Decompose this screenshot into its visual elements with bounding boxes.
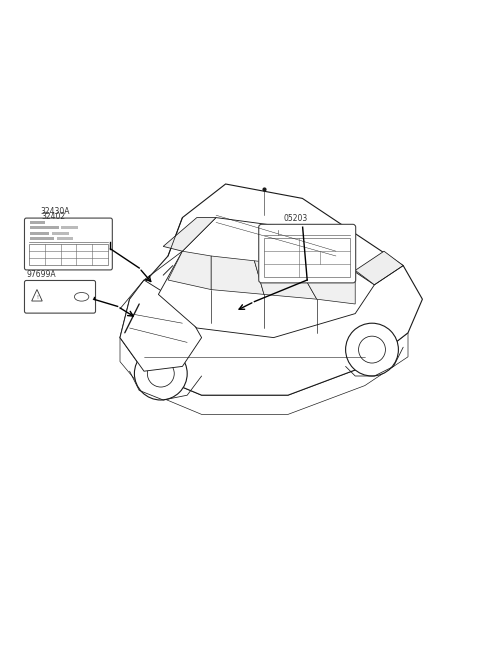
Text: !: ! — [36, 295, 38, 300]
Bar — [264, 238, 350, 277]
Polygon shape — [298, 266, 355, 304]
Bar — [30, 226, 59, 230]
FancyBboxPatch shape — [24, 281, 96, 313]
Text: 05203: 05203 — [283, 215, 308, 223]
Polygon shape — [158, 218, 374, 338]
Polygon shape — [254, 261, 317, 299]
Text: 32430A: 32430A — [41, 207, 70, 216]
Circle shape — [346, 323, 398, 376]
Circle shape — [134, 347, 187, 400]
Bar — [52, 232, 69, 235]
Polygon shape — [120, 184, 422, 395]
Bar — [30, 221, 45, 224]
Polygon shape — [355, 251, 403, 285]
Polygon shape — [211, 256, 264, 295]
Polygon shape — [120, 280, 202, 371]
Bar — [61, 226, 78, 230]
FancyBboxPatch shape — [24, 218, 112, 270]
Polygon shape — [163, 218, 216, 251]
Bar — [30, 237, 54, 240]
Text: 97699A: 97699A — [26, 270, 56, 279]
FancyBboxPatch shape — [259, 224, 356, 283]
Bar — [57, 237, 73, 240]
Bar — [29, 243, 108, 265]
Bar — [30, 232, 49, 235]
Text: 32402: 32402 — [42, 212, 66, 221]
Polygon shape — [168, 251, 211, 289]
